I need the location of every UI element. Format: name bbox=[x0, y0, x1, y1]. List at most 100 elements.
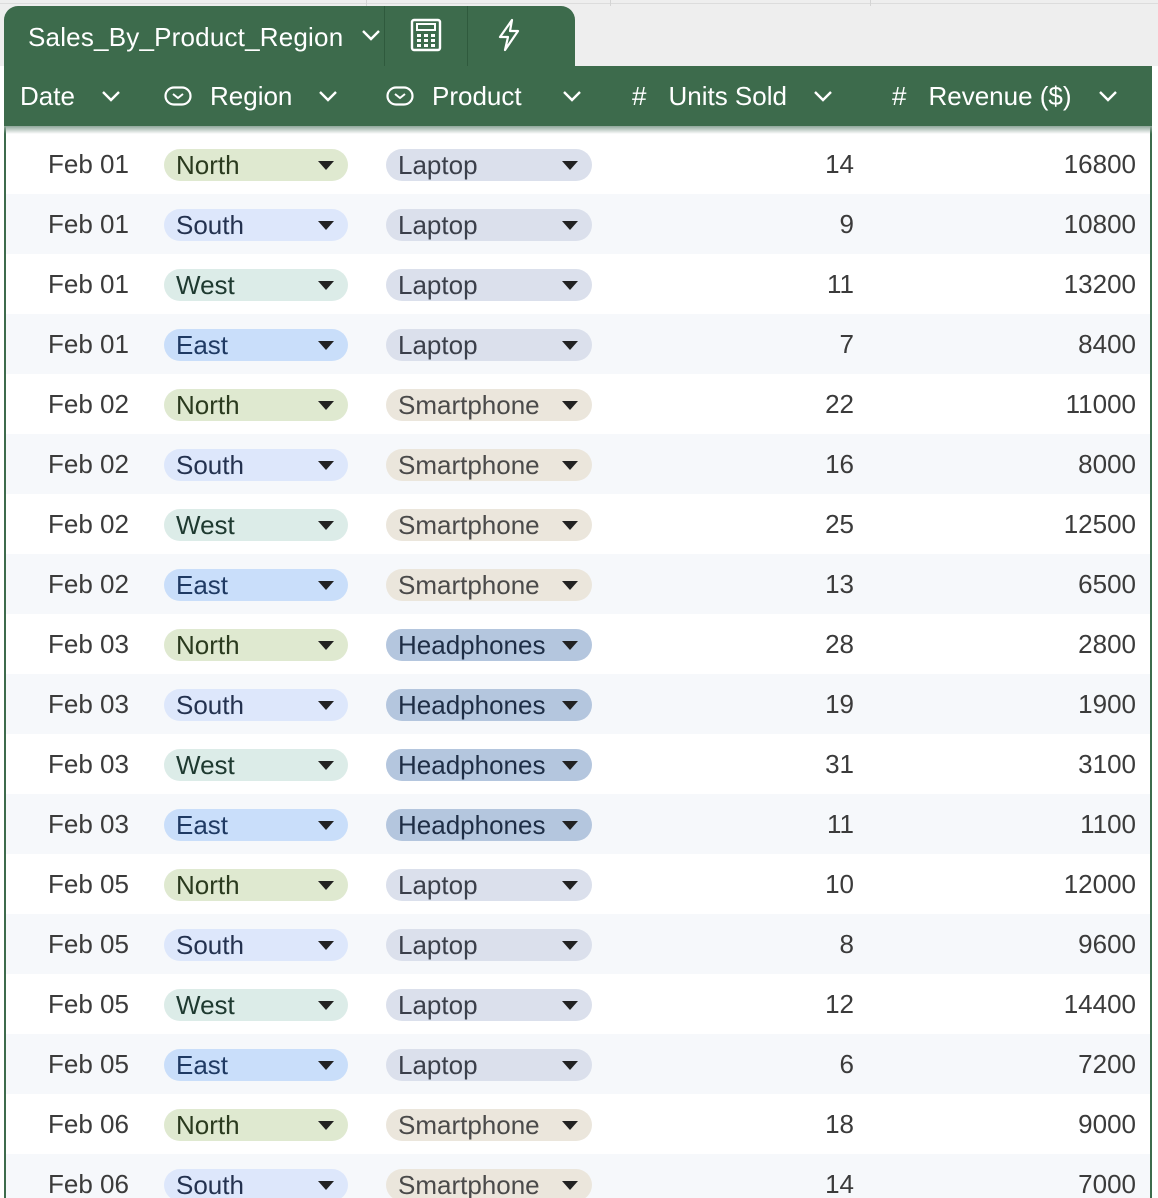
date-cell[interactable]: Feb 01 bbox=[48, 148, 129, 179]
revenue-cell[interactable]: 1900 bbox=[1078, 688, 1136, 719]
region-chip[interactable]: North bbox=[164, 1109, 348, 1141]
caret-down-icon[interactable] bbox=[562, 460, 578, 470]
table-row[interactable]: Feb 02 East Smartphone 13 6500 bbox=[6, 554, 1150, 614]
date-cell[interactable]: Feb 03 bbox=[48, 688, 129, 719]
date-cell[interactable]: Feb 06 bbox=[48, 1168, 129, 1198]
revenue-cell[interactable]: 10800 bbox=[1063, 208, 1136, 239]
table-name-button[interactable]: Sales_By_Product_Region bbox=[4, 6, 385, 68]
revenue-cell[interactable]: 14400 bbox=[1063, 988, 1136, 1019]
column-header-date[interactable]: Date bbox=[20, 66, 121, 126]
region-chip[interactable]: North bbox=[164, 149, 348, 181]
product-chip[interactable]: Smartphone bbox=[386, 1169, 592, 1198]
region-chip[interactable]: East bbox=[164, 569, 348, 601]
column-header-product[interactable]: Product bbox=[386, 66, 582, 126]
revenue-cell[interactable]: 16800 bbox=[1063, 148, 1136, 179]
region-chip[interactable]: South bbox=[164, 209, 348, 241]
date-cell[interactable]: Feb 03 bbox=[48, 748, 129, 779]
product-chip[interactable]: Smartphone bbox=[386, 1109, 592, 1141]
revenue-cell[interactable]: 11000 bbox=[1065, 388, 1136, 419]
revenue-cell[interactable]: 13200 bbox=[1063, 268, 1136, 299]
region-chip[interactable]: West bbox=[164, 749, 348, 781]
product-chip[interactable]: Laptop bbox=[386, 149, 592, 181]
caret-down-icon[interactable] bbox=[562, 700, 578, 710]
units-sold-cell[interactable]: 8 bbox=[839, 928, 854, 959]
revenue-cell[interactable]: 9600 bbox=[1078, 928, 1136, 959]
revenue-cell[interactable]: 7200 bbox=[1078, 1048, 1136, 1079]
table-row[interactable]: Feb 03 North Headphones 28 2800 bbox=[6, 614, 1150, 674]
caret-down-icon[interactable] bbox=[562, 160, 578, 170]
revenue-cell[interactable]: 3100 bbox=[1078, 748, 1136, 779]
caret-down-icon[interactable] bbox=[562, 1180, 578, 1190]
caret-down-icon[interactable] bbox=[562, 220, 578, 230]
caret-down-icon[interactable] bbox=[318, 760, 334, 770]
date-cell[interactable]: Feb 02 bbox=[48, 388, 129, 419]
date-cell[interactable]: Feb 06 bbox=[48, 1108, 129, 1139]
product-chip[interactable]: Laptop bbox=[386, 929, 592, 961]
region-chip[interactable]: North bbox=[164, 389, 348, 421]
caret-down-icon[interactable] bbox=[562, 400, 578, 410]
caret-down-icon[interactable] bbox=[562, 1060, 578, 1070]
region-chip[interactable]: South bbox=[164, 1169, 348, 1198]
region-chip[interactable]: North bbox=[164, 629, 348, 661]
units-sold-cell[interactable]: 14 bbox=[825, 148, 854, 179]
table-row[interactable]: Feb 01 East Laptop 7 8400 bbox=[6, 314, 1150, 374]
revenue-cell[interactable]: 1100 bbox=[1080, 808, 1136, 839]
column-header-region[interactable]: Region bbox=[164, 66, 338, 126]
column-header-units[interactable]: # Units Sold bbox=[632, 66, 833, 126]
caret-down-icon[interactable] bbox=[318, 580, 334, 590]
date-cell[interactable]: Feb 01 bbox=[48, 268, 129, 299]
date-cell[interactable]: Feb 02 bbox=[48, 448, 129, 479]
table-row[interactable]: Feb 03 West Headphones 31 3100 bbox=[6, 734, 1150, 794]
product-chip[interactable]: Headphones bbox=[386, 629, 592, 661]
table-row[interactable]: Feb 01 North Laptop 14 16800 bbox=[6, 134, 1150, 194]
caret-down-icon[interactable] bbox=[318, 1000, 334, 1010]
product-chip[interactable]: Laptop bbox=[386, 209, 592, 241]
caret-down-icon[interactable] bbox=[318, 520, 334, 530]
date-cell[interactable]: Feb 05 bbox=[48, 928, 129, 959]
caret-down-icon[interactable] bbox=[318, 640, 334, 650]
units-sold-cell[interactable]: 31 bbox=[825, 748, 854, 779]
units-sold-cell[interactable]: 18 bbox=[825, 1108, 854, 1139]
units-sold-cell[interactable]: 9 bbox=[839, 208, 854, 239]
units-sold-cell[interactable]: 12 bbox=[825, 988, 854, 1019]
region-chip[interactable]: North bbox=[164, 869, 348, 901]
product-chip[interactable]: Smartphone bbox=[386, 449, 592, 481]
units-sold-cell[interactable]: 16 bbox=[825, 448, 854, 479]
product-chip[interactable]: Smartphone bbox=[386, 509, 592, 541]
units-sold-cell[interactable]: 25 bbox=[825, 508, 854, 539]
date-cell[interactable]: Feb 05 bbox=[48, 1048, 129, 1079]
caret-down-icon[interactable] bbox=[562, 520, 578, 530]
product-chip[interactable]: Laptop bbox=[386, 989, 592, 1021]
caret-down-icon[interactable] bbox=[318, 160, 334, 170]
revenue-cell[interactable]: 2800 bbox=[1078, 628, 1136, 659]
table-row[interactable]: Feb 06 South Smartphone 14 7000 bbox=[6, 1154, 1150, 1198]
units-sold-cell[interactable]: 7 bbox=[839, 328, 854, 359]
caret-down-icon[interactable] bbox=[318, 940, 334, 950]
table-row[interactable]: Feb 03 South Headphones 19 1900 bbox=[6, 674, 1150, 734]
table-row[interactable]: Feb 06 North Smartphone 18 9000 bbox=[6, 1094, 1150, 1154]
revenue-cell[interactable]: 8000 bbox=[1078, 448, 1136, 479]
region-chip[interactable]: South bbox=[164, 929, 348, 961]
caret-down-icon[interactable] bbox=[562, 1000, 578, 1010]
units-sold-cell[interactable]: 11 bbox=[827, 808, 854, 839]
column-header-revenue[interactable]: # Revenue ($) bbox=[892, 66, 1118, 126]
table-row[interactable]: Feb 05 West Laptop 12 14400 bbox=[6, 974, 1150, 1034]
date-cell[interactable]: Feb 05 bbox=[48, 868, 129, 899]
table-calculator-button[interactable] bbox=[385, 6, 468, 68]
date-cell[interactable]: Feb 02 bbox=[48, 508, 129, 539]
revenue-cell[interactable]: 6500 bbox=[1078, 568, 1136, 599]
date-cell[interactable]: Feb 02 bbox=[48, 568, 129, 599]
caret-down-icon[interactable] bbox=[562, 640, 578, 650]
caret-down-icon[interactable] bbox=[318, 460, 334, 470]
date-cell[interactable]: Feb 01 bbox=[48, 328, 129, 359]
units-sold-cell[interactable]: 6 bbox=[839, 1048, 854, 1079]
product-chip[interactable]: Smartphone bbox=[386, 569, 592, 601]
caret-down-icon[interactable] bbox=[562, 580, 578, 590]
product-chip[interactable]: Laptop bbox=[386, 1049, 592, 1081]
date-cell[interactable]: Feb 03 bbox=[48, 628, 129, 659]
revenue-cell[interactable]: 7000 bbox=[1078, 1168, 1136, 1198]
region-chip[interactable]: West bbox=[164, 989, 348, 1021]
units-sold-cell[interactable]: 11 bbox=[827, 268, 854, 299]
region-chip[interactable]: West bbox=[164, 509, 348, 541]
table-row[interactable]: Feb 01 South Laptop 9 10800 bbox=[6, 194, 1150, 254]
